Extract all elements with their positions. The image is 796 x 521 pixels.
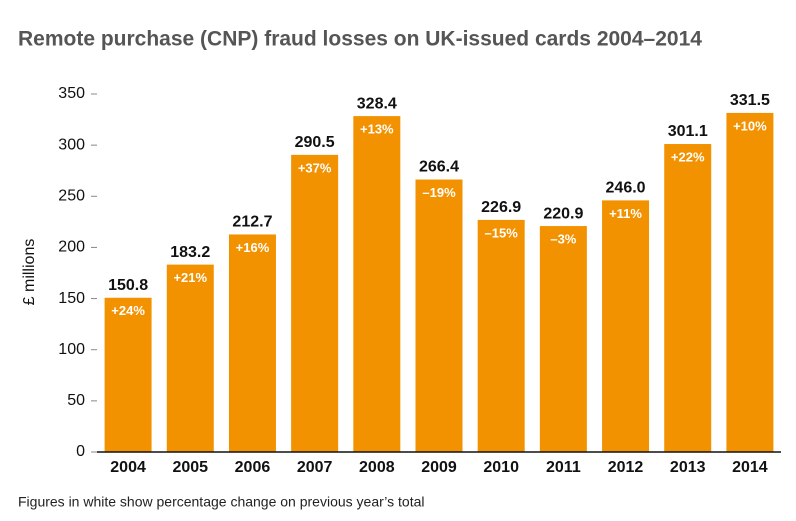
bar xyxy=(539,226,587,452)
y-tick-label: 200 xyxy=(58,239,85,256)
x-tick-label: 2005 xyxy=(172,459,208,476)
y-tick-label: 100 xyxy=(58,341,85,358)
change-label: +21% xyxy=(173,270,207,285)
change-label: +11% xyxy=(609,206,642,221)
x-tick-label: 2013 xyxy=(670,459,706,476)
y-tick-label: 0 xyxy=(76,443,85,460)
bar xyxy=(664,144,712,453)
x-tick-label: 2011 xyxy=(546,459,581,476)
x-tick-label: 2014 xyxy=(732,459,768,476)
y-tick-label: 50 xyxy=(67,392,85,409)
bar xyxy=(602,200,650,452)
x-tick-label: 2004 xyxy=(110,459,146,476)
change-label: +16% xyxy=(236,240,270,255)
value-label: 212.7 xyxy=(232,214,272,231)
value-label: 328.4 xyxy=(357,95,397,112)
value-label: 226.9 xyxy=(481,199,521,216)
value-label: 220.9 xyxy=(543,205,583,222)
bar xyxy=(104,297,152,452)
bar xyxy=(166,264,214,452)
chart-title: Remote purchase (CNP) fraud losses on UK… xyxy=(18,28,702,51)
bar xyxy=(477,219,525,452)
bar xyxy=(353,116,401,452)
value-label: 183.2 xyxy=(170,244,210,261)
value-label: 290.5 xyxy=(295,134,335,151)
x-tick-label: 2007 xyxy=(297,459,333,476)
x-tick-label: 2012 xyxy=(608,459,644,476)
bar xyxy=(228,234,276,452)
change-label: –19% xyxy=(422,185,456,200)
value-label: 266.4 xyxy=(419,159,459,176)
y-tick-label: 150 xyxy=(58,290,85,307)
y-tick-label: 250 xyxy=(58,188,85,205)
bar xyxy=(726,112,774,453)
change-label: –15% xyxy=(485,225,519,240)
value-label: 246.0 xyxy=(606,180,646,197)
value-label: 150.8 xyxy=(108,277,148,294)
x-tick-label: 2006 xyxy=(235,459,271,476)
y-tick-label: 300 xyxy=(58,136,85,153)
change-label: –3% xyxy=(550,231,576,246)
change-label: +24% xyxy=(111,303,145,318)
change-label: +10% xyxy=(733,118,767,133)
change-label: +22% xyxy=(671,149,705,164)
bar xyxy=(415,179,463,452)
x-tick-label: 2009 xyxy=(421,459,457,476)
y-axis-label: £ millions xyxy=(21,239,38,306)
change-label: +13% xyxy=(360,122,394,137)
footnote: Figures in white show percentage change … xyxy=(18,494,425,510)
value-label: 301.1 xyxy=(668,123,708,140)
bar xyxy=(291,154,339,453)
x-tick-label: 2008 xyxy=(359,459,395,476)
x-tick-label: 2010 xyxy=(483,459,519,476)
value-label: 331.5 xyxy=(730,92,770,109)
y-tick-label: 350 xyxy=(58,85,85,102)
change-label: +37% xyxy=(298,160,332,175)
